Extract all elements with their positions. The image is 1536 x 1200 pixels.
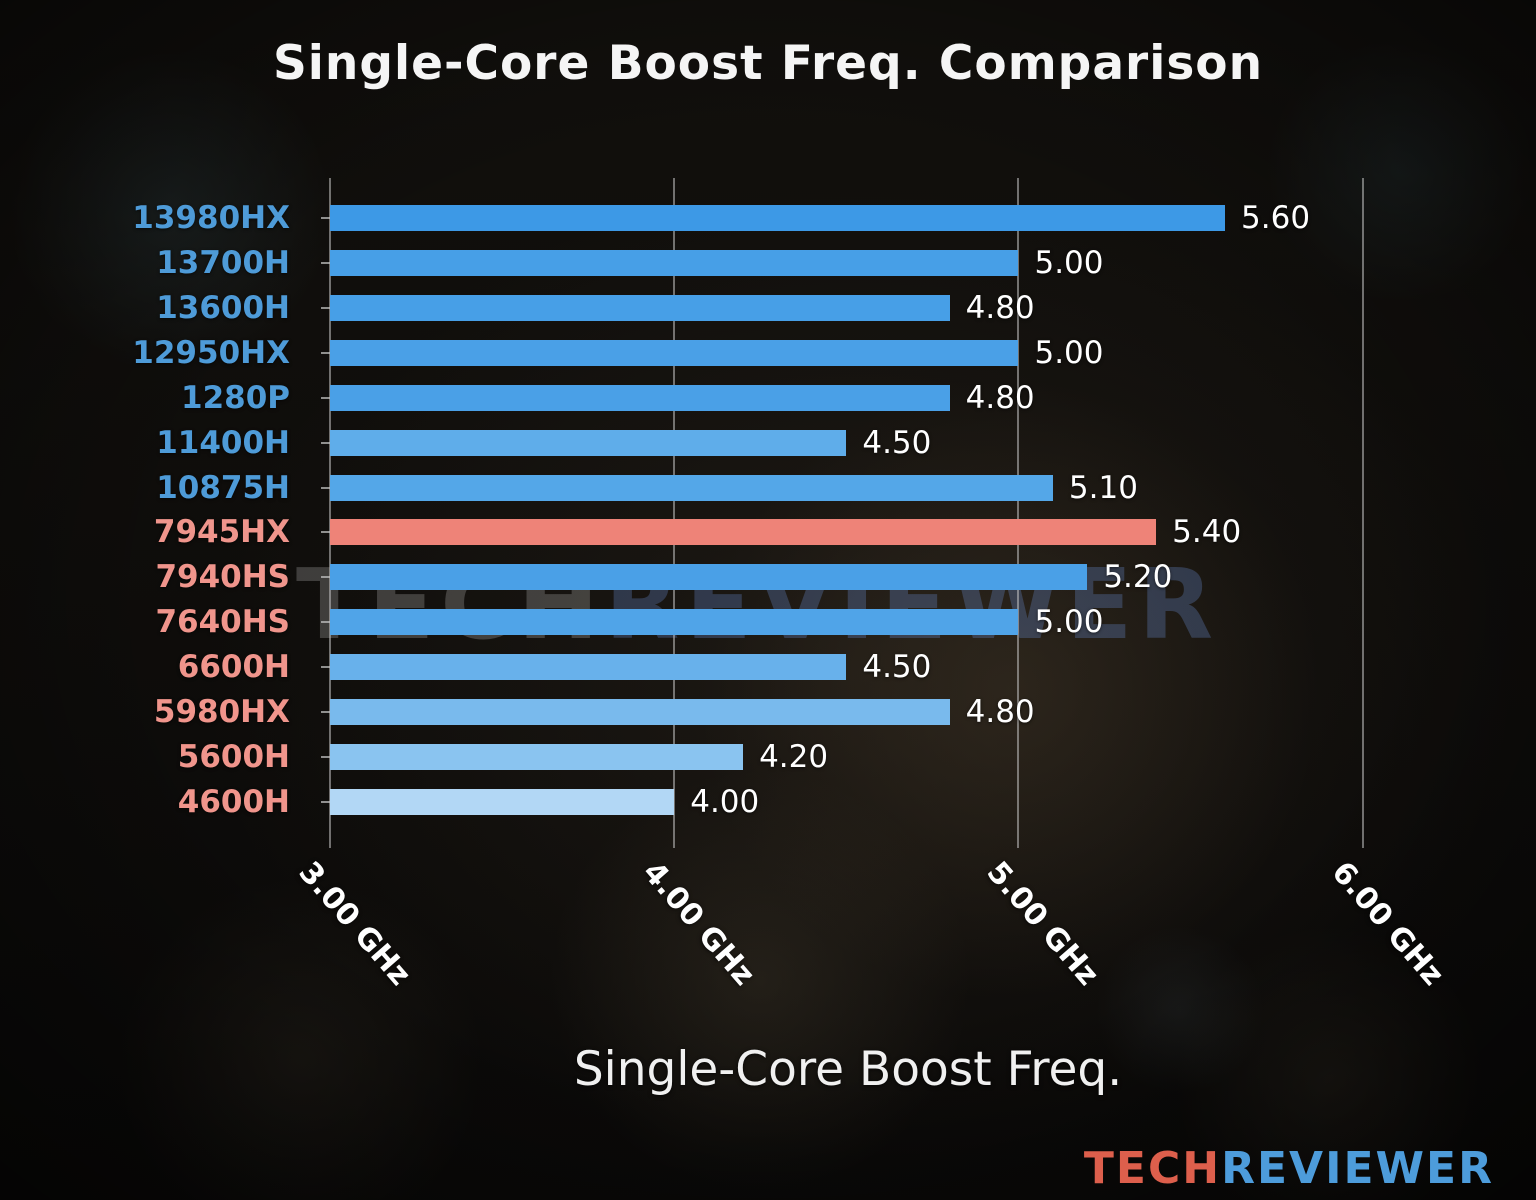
bar-row-7945hx: 5.40 [321, 510, 1466, 555]
bar-value-label: 5.60 [1241, 200, 1311, 237]
y-tick [321, 441, 330, 444]
y-tick [321, 800, 330, 803]
category-label-6600h: 6600H [177, 649, 290, 686]
brand-logo: TECHREVIEWER [1084, 1143, 1494, 1194]
category-label-11400h: 11400H [156, 424, 290, 461]
bar-value-label: 5.40 [1172, 514, 1242, 551]
category-label-7640hs: 7640HS [155, 604, 290, 641]
brand-logo-tech: TECH [1083, 1143, 1222, 1194]
bar-value-label: 4.20 [759, 738, 829, 775]
gridline-3.00-ghz [329, 178, 331, 848]
category-label-12950hx: 12950HX [132, 335, 290, 371]
category-label-5600h: 5600H [177, 738, 290, 775]
bar-11400h [330, 429, 847, 456]
category-label-7945hx: 7945HX [153, 514, 290, 551]
bar-12950hx [330, 340, 1019, 366]
bar-value-label: 4.50 [862, 424, 932, 461]
gridline-4.00-ghz [673, 178, 676, 848]
bar-13980hx [330, 205, 1226, 232]
bar-row-11400h: 4.50 [321, 420, 1466, 465]
category-label-1280p: 1280P [181, 379, 290, 416]
bar-7945hx [330, 519, 1157, 546]
bar-13700h [330, 250, 1019, 277]
y-tick [321, 710, 330, 713]
bar-value-label: 5.20 [1103, 559, 1173, 596]
y-tick [321, 396, 330, 399]
y-tick [321, 217, 330, 220]
bar-row-12950hx: 5.00 [321, 331, 1466, 376]
category-label-13700h: 13700H [156, 245, 290, 282]
x-tick-label: 5.00 GHz [980, 855, 1158, 992]
bar-row-10875h: 5.10 [321, 465, 1466, 510]
y-tick [321, 666, 330, 669]
x-tick-label: 4.00 GHz [636, 855, 814, 992]
plot-area: 5.60 5.00 4.80 5.00 4.80 4.50 5.10 5.40 5.20 5.00… [321, 178, 1466, 848]
y-tick [321, 621, 330, 624]
y-tick [321, 755, 330, 758]
category-label-10875h: 10875H [156, 469, 290, 506]
y-tick [321, 262, 330, 265]
y-tick [321, 531, 330, 534]
category-label-13980hx: 13980HX [132, 200, 290, 237]
x-tick-label: 3.00 GHz [292, 855, 470, 992]
bar-6600h [330, 654, 847, 681]
bar-row-13980hx: 5.60 [321, 196, 1466, 241]
category-labels: 13980HX 13700H 13600H 12950HX 1280P 11400H 108… [0, 178, 302, 848]
category-label-7940hs: 7940HS [155, 559, 290, 596]
bar-10875h [330, 474, 1053, 501]
category-label-5980hx: 5980HX [153, 693, 290, 730]
bar-7940hs [330, 564, 1088, 591]
bar-value-label: 4.00 [690, 783, 760, 820]
bar-row-5600h: 4.20 [321, 734, 1466, 779]
bar-5980hx [330, 698, 950, 725]
bar-row-5980hx: 4.80 [321, 689, 1466, 734]
bar-row-13600h: 4.80 [321, 286, 1466, 331]
x-tick-label-text: 4.00 GHz [635, 855, 762, 993]
gridline-5.00-ghz [1017, 178, 1020, 848]
bar-row-1280p: 4.80 [321, 375, 1466, 420]
bar-value-label: 4.80 [965, 379, 1035, 416]
x-tick-label-text: 6.00 GHz [1324, 855, 1451, 993]
chart-title: Single-Core Boost Freq. Comparison [272, 36, 1264, 91]
y-tick [321, 352, 330, 354]
bar-13600h [330, 295, 950, 322]
bar-value-label: 4.50 [862, 649, 932, 686]
bar-value-label: 4.80 [965, 693, 1035, 730]
bar-row-7940hs: 5.20 [321, 555, 1466, 600]
category-label-13600h: 13600H [156, 290, 290, 327]
x-axis-title: Single-Core Boost Freq. [573, 1042, 1123, 1097]
bar-row-13700h: 5.00 [321, 241, 1466, 286]
bar-value-label: 5.00 [1034, 604, 1104, 641]
bar-value-label: 4.80 [965, 290, 1035, 327]
y-tick [321, 307, 330, 310]
bar-5600h [330, 743, 744, 770]
x-tick-label: 6.00 GHz [1324, 855, 1503, 992]
y-tick [321, 576, 330, 579]
x-axis-ticks: 3.00 GHz 4.00 GHz 5.00 GHz 6.00 GHz [292, 855, 1466, 1025]
bar-row-7640hs: 5.00 [321, 600, 1466, 645]
bar-row-4600h: 4.00 [321, 779, 1466, 824]
bar-1280p [330, 384, 950, 411]
gridline-6.00-ghz [1361, 178, 1364, 848]
bar-4600h [330, 788, 675, 815]
bar-value-label: 5.00 [1034, 245, 1104, 282]
brand-logo-reviewer: REVIEWER [1221, 1143, 1494, 1194]
category-label-4600h: 4600H [177, 783, 290, 820]
bar-value-label: 5.10 [1068, 469, 1138, 506]
bar-value-label: 5.00 [1034, 335, 1104, 371]
y-tick [321, 486, 330, 489]
bar-row-6600h: 4.50 [321, 645, 1466, 690]
bar-7640hs [330, 609, 1019, 636]
x-tick-label-text: 5.00 GHz [980, 855, 1106, 993]
